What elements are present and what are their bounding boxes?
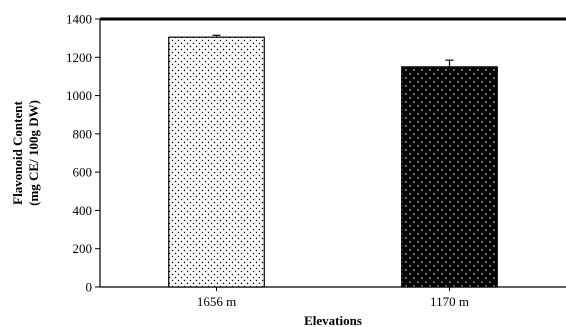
y-tick-label: 200: [73, 241, 93, 256]
y-axis-title-line2: (mg CE/ 100g DW): [26, 100, 41, 206]
x-tick-label: 1656 m: [197, 294, 236, 309]
error-bars: [212, 34, 454, 67]
x-axis-title: Elevations: [304, 313, 362, 327]
y-ticks: 0 200 400 600 800 1000 1200 1400: [66, 12, 100, 295]
bar-2: [401, 66, 498, 288]
bar-1: [168, 36, 265, 288]
y-tick-label: 0: [86, 280, 93, 295]
y-tick-label: 800: [73, 126, 93, 141]
y-tick-label: 1400: [66, 12, 92, 27]
y-tick-label: 1000: [66, 88, 92, 103]
x-ticks: 1656 m 1170 m: [197, 287, 469, 309]
y-tick-label: 600: [73, 165, 93, 180]
y-axis-title-line1: Flavonoid Content: [10, 101, 25, 205]
y-tick-label: 400: [73, 203, 93, 218]
y-tick-label: 1200: [66, 50, 92, 65]
x-tick-label: 1170 m: [430, 294, 469, 309]
bars: [168, 36, 498, 288]
